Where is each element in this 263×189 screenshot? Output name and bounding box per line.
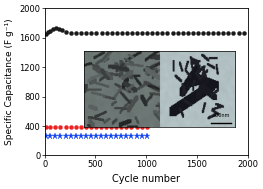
X-axis label: Cycle number: Cycle number	[112, 174, 180, 184]
Y-axis label: Specific Capacitance (F g⁻¹): Specific Capacitance (F g⁻¹)	[5, 19, 14, 145]
